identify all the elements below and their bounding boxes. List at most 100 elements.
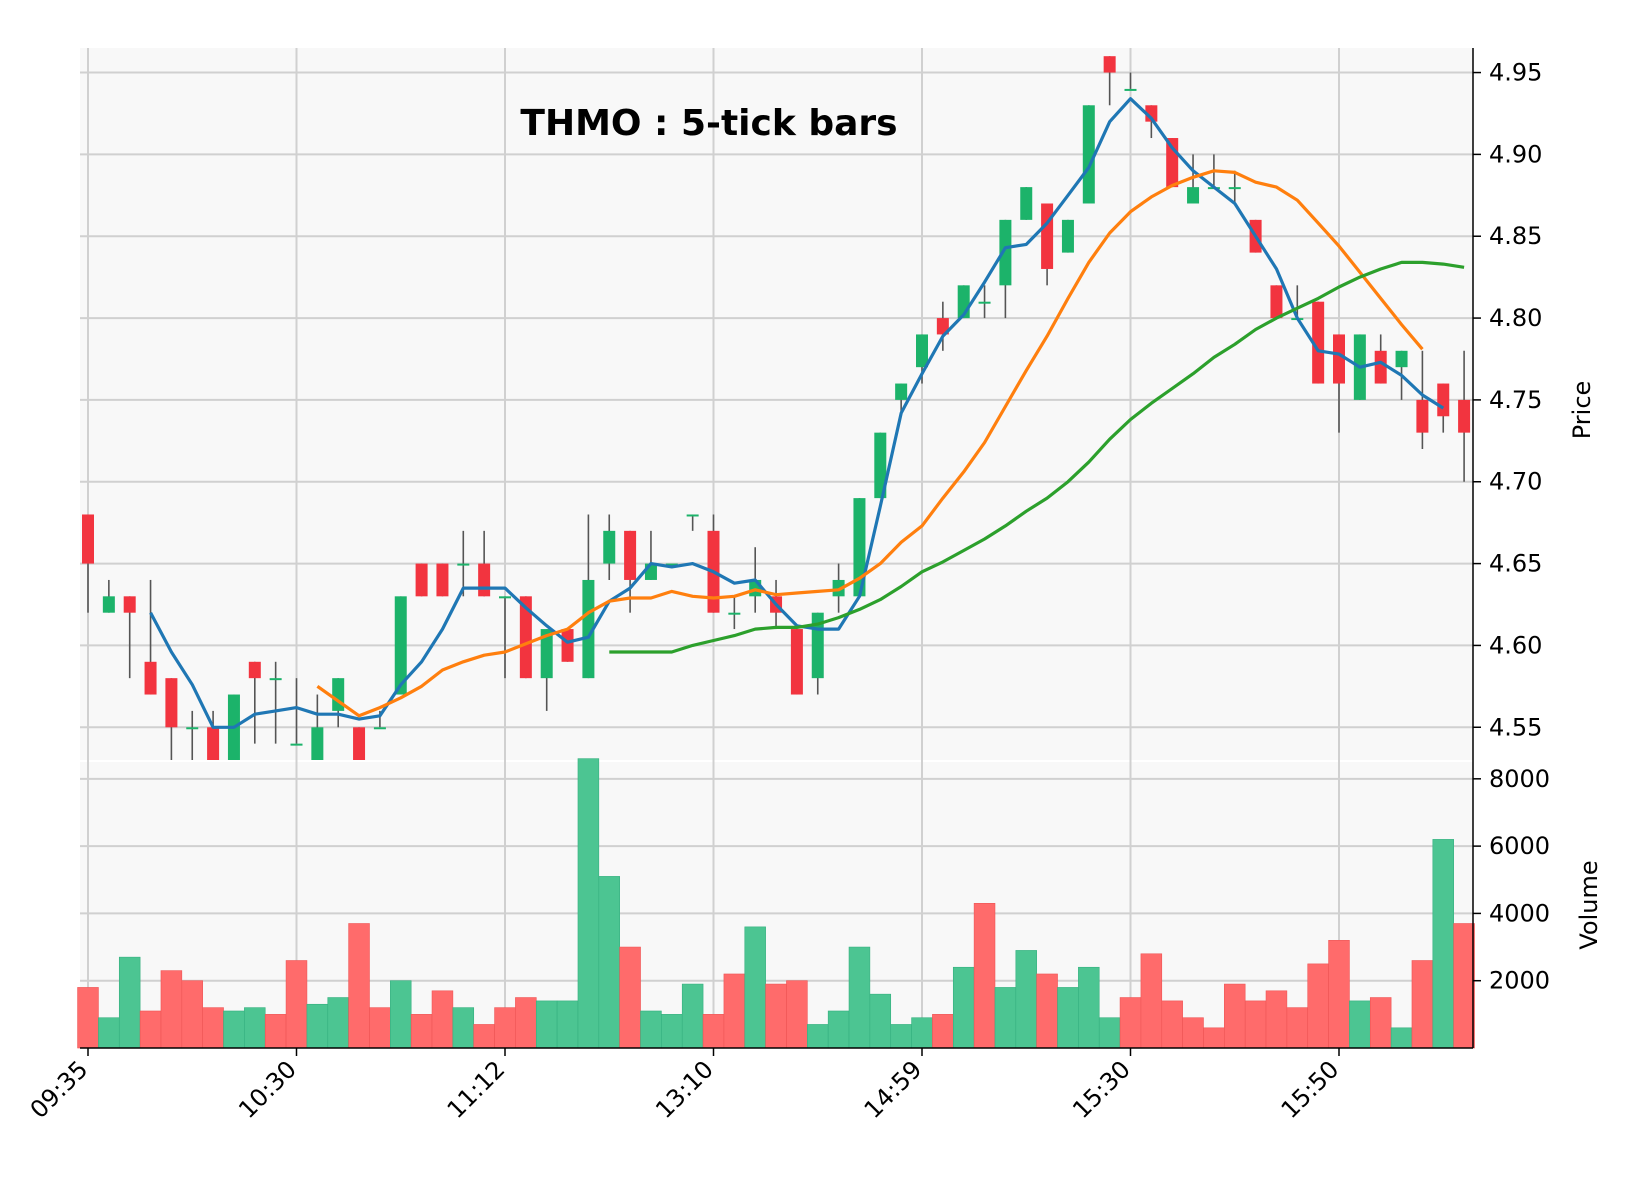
volume-bar — [98, 1017, 120, 1049]
volume-bar — [264, 1014, 287, 1049]
volume-bar — [1098, 1017, 1121, 1049]
volume-bar — [1453, 923, 1475, 1049]
candle-body — [269, 678, 282, 681]
x-tick-label: 10:30 — [233, 1055, 302, 1124]
moving-average-lines — [149, 97, 1465, 729]
volume-bar — [848, 946, 871, 1049]
candle-body — [248, 661, 261, 679]
volume-bar — [1182, 1017, 1204, 1049]
chart-title: THMO : 5-tick bars — [520, 103, 897, 144]
volume-bar — [1286, 1007, 1309, 1049]
candle-body — [165, 678, 178, 728]
candle-body — [1103, 56, 1116, 73]
candle-body — [1228, 187, 1241, 190]
volume-tick-label: 4000 — [1489, 899, 1550, 927]
volume-bar — [765, 983, 787, 1049]
volume-bar — [306, 1003, 329, 1049]
volume-bar — [535, 1000, 558, 1049]
volume-bar — [473, 1024, 495, 1049]
candle-body — [82, 514, 94, 564]
volume-bar — [973, 903, 996, 1049]
candle-body — [561, 629, 574, 662]
price-panel-bg — [80, 48, 1473, 760]
candle-body — [1082, 105, 1095, 204]
candle-body — [874, 432, 887, 499]
x-tick-label: 14:59 — [859, 1055, 928, 1124]
x-ticks: 09:35 10:30 11:12 13:10 14:59 15:30 15:50 — [25, 1048, 1344, 1124]
volume-bar — [1161, 1000, 1183, 1049]
volume-bar — [702, 1014, 725, 1049]
candle-body — [853, 498, 866, 597]
volume-bar — [1244, 1000, 1267, 1049]
candle-body — [1041, 203, 1054, 269]
volume-bar — [410, 1014, 433, 1049]
volume-bar — [1349, 1000, 1371, 1049]
candle-body — [519, 596, 532, 679]
candle-body — [624, 530, 637, 580]
volume-bar — [827, 1010, 850, 1049]
volume-bar — [515, 997, 537, 1049]
volume-bar — [348, 923, 370, 1049]
volume-bar — [1265, 990, 1288, 1049]
volume-bar — [952, 966, 975, 1049]
volume-bar — [118, 956, 141, 1049]
candle-body — [144, 661, 157, 695]
candle-body — [1124, 88, 1137, 91]
candle-body — [499, 596, 511, 599]
volume-bar — [1078, 966, 1100, 1049]
candle-body — [686, 514, 699, 517]
candle-body — [186, 727, 199, 730]
volume-bar — [202, 1007, 224, 1049]
volume-bar — [390, 980, 412, 1049]
candle-body — [1187, 187, 1200, 204]
candle-body — [603, 530, 616, 564]
volume-bar — [223, 1010, 245, 1049]
price-ticks: 4.55 4.60 4.65 4.70 4.75 4.80 4.85 4.90 4.95 — [1473, 59, 1542, 741]
candle-body — [582, 579, 595, 679]
volume-bar — [244, 1007, 266, 1049]
volume-bar — [1224, 983, 1246, 1049]
candle-body — [728, 612, 741, 615]
volume-bars — [77, 758, 1475, 1049]
x-tick-label: 11:12 — [442, 1055, 511, 1124]
volume-bar — [1411, 960, 1434, 1049]
candle-body — [373, 727, 386, 730]
grid — [80, 48, 1473, 1048]
price-tick-label: 4.70 — [1489, 468, 1542, 496]
price-tick-label: 4.80 — [1489, 304, 1542, 332]
volume-bar — [869, 993, 892, 1049]
volume-bar — [494, 1007, 516, 1049]
candle-body — [478, 563, 491, 597]
candle-body — [1270, 285, 1283, 319]
volume-bar — [723, 973, 746, 1049]
volume-bar — [1203, 1027, 1225, 1049]
volume-bar — [431, 990, 454, 1049]
volume-bar — [556, 1000, 579, 1049]
candle-body — [1437, 383, 1450, 417]
volume-bar — [1119, 997, 1142, 1049]
price-tick-label: 4.55 — [1489, 713, 1542, 741]
volume-bar — [619, 946, 641, 1049]
volume-tick-label: 6000 — [1489, 832, 1550, 860]
volume-bar — [932, 1014, 954, 1049]
volume-tick-label: 2000 — [1489, 967, 1550, 995]
volume-bar — [786, 980, 808, 1049]
volume-bar — [1015, 950, 1037, 1049]
axes — [80, 48, 1474, 1049]
candle-body — [394, 596, 407, 695]
volume-bar — [911, 1017, 933, 1049]
volume-bar — [1307, 963, 1329, 1049]
volume-bar — [661, 1014, 683, 1049]
price-tick-label: 4.85 — [1489, 222, 1542, 250]
volume-bar — [1369, 997, 1392, 1049]
candle-body — [290, 743, 303, 746]
price-tick-label: 4.65 — [1489, 550, 1542, 578]
candle-body — [207, 727, 220, 760]
volume-bar — [1057, 987, 1079, 1049]
price-tick-label: 4.90 — [1489, 140, 1542, 168]
candle-body — [1020, 187, 1033, 220]
candle-body — [978, 301, 991, 304]
volume-bar — [1036, 973, 1058, 1049]
candle-body — [1312, 301, 1325, 384]
x-tick-label: 09:35 — [25, 1055, 94, 1124]
